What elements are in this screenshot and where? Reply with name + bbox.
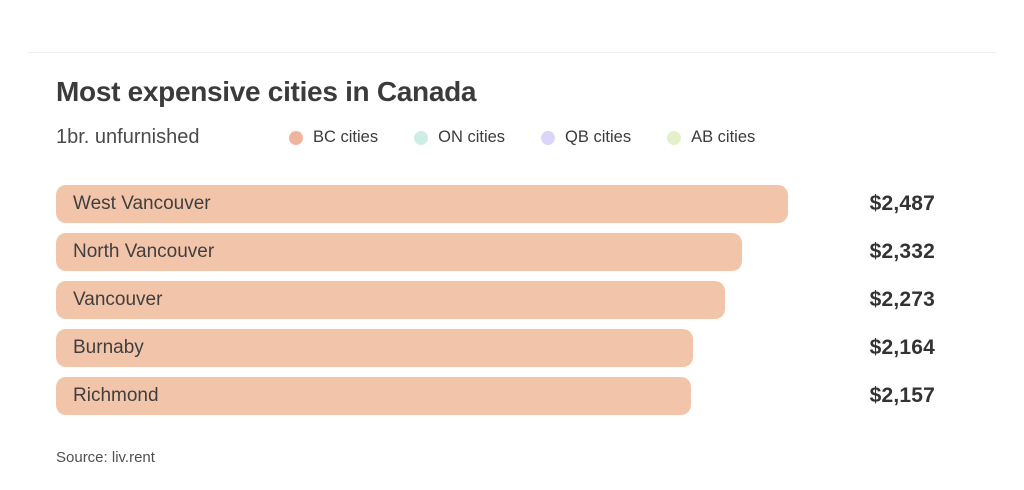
bar-city-label: Richmond — [73, 385, 159, 406]
bar-city-label: Burnaby — [73, 337, 144, 358]
legend-item-bc: BC cities — [289, 128, 378, 147]
bar-north-vancouver: North Vancouver — [56, 233, 742, 271]
bar-west-vancouver: West Vancouver — [56, 185, 788, 223]
legend: BC cities ON cities QB cities AB cities — [289, 128, 755, 147]
chart-title: Most expensive cities in Canada — [56, 76, 477, 107]
bar-value-label: $2,164 — [869, 336, 935, 359]
legend-dot-icon — [414, 130, 429, 145]
legend-item-on: ON cities — [414, 128, 505, 147]
bar-richmond: Richmond — [56, 377, 691, 415]
legend-dot-icon — [289, 130, 303, 145]
bar-row: Burnaby $2,164 — [56, 329, 935, 367]
legend-dot-icon — [541, 130, 556, 145]
legend-label: BC cities — [313, 128, 379, 146]
legend-item-qb: QB cities — [541, 128, 631, 147]
bar-value-label: $2,157 — [869, 384, 935, 407]
legend-label: ON cities — [438, 128, 506, 146]
bar-value-label: $2,332 — [869, 240, 935, 263]
bar-burnaby: Burnaby — [56, 329, 693, 367]
bar-row: Richmond $2,157 — [56, 377, 935, 415]
bar-city-label: North Vancouver — [73, 241, 215, 262]
bar-city-label: West Vancouver — [73, 193, 211, 214]
bar-row: North Vancouver $2,332 — [56, 233, 935, 271]
chart-subtitle: 1br. unfurnished — [56, 126, 200, 148]
top-divider — [28, 52, 996, 53]
bar-vancouver: Vancouver — [56, 281, 725, 319]
bar-city-label: Vancouver — [73, 289, 163, 310]
legend-item-ab: AB cities — [667, 128, 755, 147]
source-note: Source: liv.rent — [56, 449, 155, 466]
bar-value-label: $2,487 — [869, 192, 935, 215]
legend-dot-icon — [667, 130, 682, 145]
bar-row: West Vancouver $2,487 — [56, 185, 935, 223]
bar-value-label: $2,273 — [869, 288, 935, 311]
legend-label: AB cities — [691, 128, 756, 146]
bar-row: Vancouver $2,273 — [56, 281, 935, 319]
subtitle-legend-row: 1br. unfurnished BC cities ON cities QB ci… — [0, 126, 1024, 150]
legend-label: QB cities — [565, 128, 632, 146]
bar-chart: West Vancouver $2,487 North Vancouver $2,33… — [56, 185, 935, 425]
